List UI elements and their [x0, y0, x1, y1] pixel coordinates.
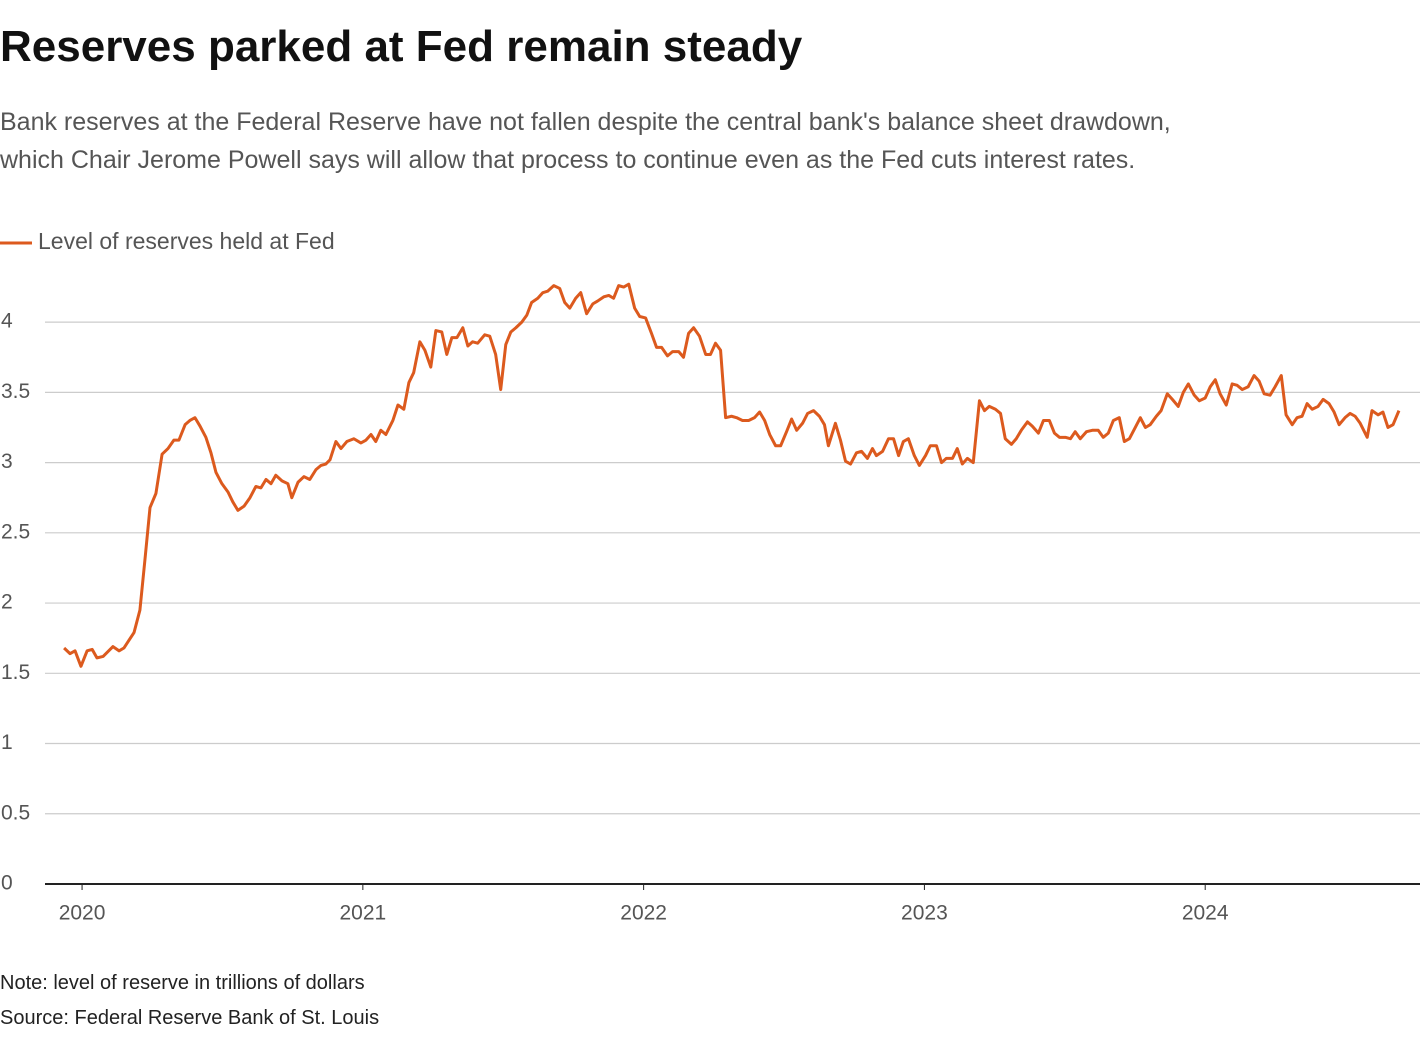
y-tick-label: 1: [1, 731, 13, 754]
y-tick-label: 0: [1, 872, 13, 895]
y-tick-label: 3: [1, 450, 13, 473]
x-tick-label: 2020: [59, 902, 106, 925]
x-tick-label: 2021: [339, 902, 386, 925]
chart: Level of reserves held at Fed 0 0.5 1 1.5 2 2…: [0, 228, 1420, 925]
legend-label: Level of reserves held at Fed: [38, 228, 335, 254]
source: Source: Federal Reserve Bank of St. Loui…: [0, 1007, 380, 1029]
y-tick-label: 4: [1, 310, 13, 333]
x-tick-label: 2022: [620, 902, 667, 925]
y-tick-label: 1.5: [1, 661, 30, 684]
subtitle: Bank reserves at the Federal Reserve hav…: [0, 108, 1171, 136]
subtitle: which Chair Jerome Powell says will allo…: [0, 146, 1136, 174]
y-tick-label: 2.5: [1, 520, 30, 543]
chart-title: Reserves parked at Fed remain steady: [0, 22, 803, 71]
note: Note: level of reserve in trillions of d…: [0, 972, 365, 994]
data-line: [63, 282, 1401, 668]
y-tick-label: 0.5: [1, 801, 30, 824]
x-tick-label: 2024: [1182, 902, 1229, 925]
y-tick-label: 2: [1, 591, 13, 614]
y-tick-label: 3.5: [1, 380, 30, 403]
x-tick-label: 2023: [901, 902, 948, 925]
